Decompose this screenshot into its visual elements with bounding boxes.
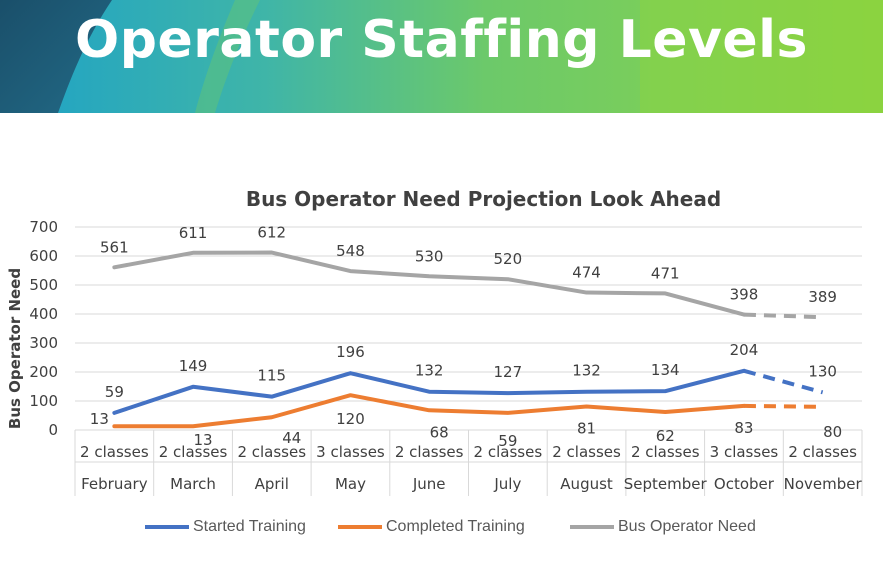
class-count-label: 2 classes <box>631 443 700 461</box>
chart-legend: Started Training Completed Training Bus … <box>0 518 883 540</box>
legend-swatch-need <box>570 525 614 529</box>
header-banner: Operator Staffing Levels <box>0 0 883 113</box>
y-tick-label-200: 200 <box>29 363 58 381</box>
x-tick-label-june: June <box>412 475 446 493</box>
data-label-started-training: 149 <box>179 357 208 375</box>
data-label-started-training: 59 <box>105 383 124 401</box>
legend-item-bus-operator-need: Bus Operator Need <box>570 518 756 536</box>
data-label-started-training: 132 <box>572 362 601 380</box>
series-line-completed-training <box>112 393 746 429</box>
x-tick-label-july: July <box>493 475 521 493</box>
x-tick-label-november: November <box>784 475 863 493</box>
data-label-started-training: 127 <box>494 363 523 381</box>
legend-item-started-training: Started Training <box>145 518 306 536</box>
y-tick-label-300: 300 <box>29 334 58 352</box>
data-label-completed-training: 62 <box>656 427 675 445</box>
data-label-completed-training: 13 <box>194 431 213 449</box>
class-count-label: 2 classes <box>552 443 621 461</box>
x-tick-label-september: September <box>624 475 708 493</box>
class-count-label: 2 classes <box>788 443 857 461</box>
banner-dark-swoosh <box>0 0 112 113</box>
legend-swatch-completed <box>338 525 382 529</box>
x-tick-label-august: August <box>560 475 613 493</box>
data-label-started-training: 115 <box>257 367 286 385</box>
data-label-bus-operator-need: 474 <box>572 264 601 282</box>
data-label-started-training: 132 <box>415 362 444 380</box>
y-tick-label-600: 600 <box>29 247 58 265</box>
data-label-bus-operator-need: 530 <box>415 247 444 265</box>
page-title: Operator Staffing Levels <box>75 10 808 70</box>
chart-title: Bus Operator Need Projection Look Ahead <box>246 187 721 211</box>
data-label-bus-operator-need: 398 <box>730 286 759 304</box>
x-tick-label-may: May <box>335 475 366 493</box>
class-count-label: 2 classes <box>474 443 543 461</box>
x-tick-label-april: April <box>255 475 289 493</box>
y-tick-label-100: 100 <box>29 392 58 410</box>
banner-background <box>0 0 883 113</box>
data-label-bus-operator-need: 471 <box>651 264 680 282</box>
legend-item-completed-training: Completed Training <box>338 518 525 536</box>
legend-label-started: Started Training <box>193 518 306 535</box>
y-tick-label-400: 400 <box>29 305 58 323</box>
data-label-bus-operator-need: 561 <box>100 238 129 256</box>
data-label-completed-training: 120 <box>336 410 365 428</box>
data-label-bus-operator-need: 389 <box>808 288 837 306</box>
class-count-label: 2 classes <box>159 443 228 461</box>
class-count-label: 2 classes <box>395 443 464 461</box>
banner-lime-panel <box>640 0 883 113</box>
series-line-bus-operator-need <box>112 250 746 317</box>
legend-label-completed: Completed Training <box>386 518 525 535</box>
series-projection-completed-training <box>743 403 823 409</box>
class-count-label: 2 classes <box>80 443 149 461</box>
data-label-completed-training: 81 <box>577 420 596 438</box>
legend-label-need: Bus Operator Need <box>618 518 756 535</box>
class-count-label: 2 classes <box>237 443 306 461</box>
data-label-bus-operator-need: 611 <box>179 224 208 242</box>
data-label-completed-training: 83 <box>734 419 753 437</box>
data-label-started-training: 130 <box>808 362 837 380</box>
data-label-completed-training: 68 <box>430 423 449 441</box>
series-line-started-training <box>112 368 746 415</box>
x-tick-label-february: February <box>81 475 148 493</box>
data-label-bus-operator-need: 520 <box>494 250 523 268</box>
y-tick-label-700: 700 <box>29 218 58 236</box>
y-tick-label-500: 500 <box>29 276 58 294</box>
data-label-bus-operator-need: 612 <box>257 224 286 242</box>
banner-light-swoosh <box>195 0 260 113</box>
data-label-started-training: 196 <box>336 343 365 361</box>
data-label-bus-operator-need: 548 <box>336 242 365 260</box>
data-label-completed-training: 13 <box>90 410 109 428</box>
data-label-completed-training: 44 <box>282 429 301 447</box>
class-count-label: 3 classes <box>316 443 385 461</box>
data-label-completed-training: 80 <box>823 423 842 441</box>
class-count-label: 3 classes <box>710 443 779 461</box>
y-tick-label-0: 0 <box>48 421 58 439</box>
series-projection-started-training <box>743 368 824 395</box>
x-tick-label-march: March <box>170 475 216 493</box>
series-projection-bus-operator-need <box>743 312 823 320</box>
data-label-started-training: 134 <box>651 361 680 379</box>
x-tick-label-october: October <box>714 475 775 493</box>
y-axis-label: Bus Operator Need <box>6 268 24 429</box>
data-label-started-training: 204 <box>730 341 759 359</box>
legend-swatch-started <box>145 525 189 529</box>
data-label-completed-training: 59 <box>498 432 517 450</box>
